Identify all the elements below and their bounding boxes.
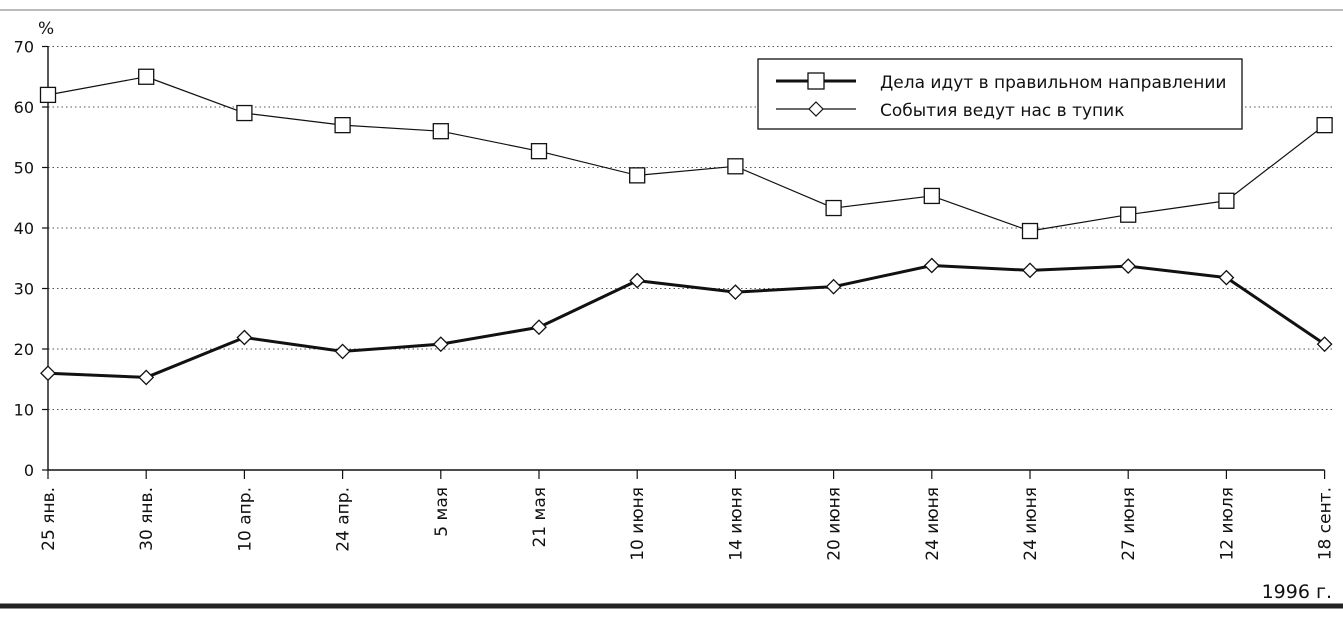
y-tick-label: 70 [14, 38, 34, 57]
data-point-diamond [727, 284, 744, 301]
data-point-diamond [1022, 262, 1038, 279]
data-point-diamond [432, 336, 449, 353]
data-point-diamond [236, 329, 253, 346]
x-tick-label: 12 июля [1217, 487, 1237, 561]
y-axis-ticks: 0 10 20 30 40 50 60 70 [14, 38, 48, 480]
data-point-diamond [334, 343, 351, 360]
data-point-square [1021, 222, 1039, 240]
series-line-1 [47, 76, 1325, 232]
legend: Дела идут в правильном направлении Событ… [757, 58, 1243, 130]
y-tick-label: 0 [24, 461, 34, 480]
x-axis-ticks: 25 янв. 30 янв. 10 апр. 24 апр. 5 мая 21 мая 1… [39, 470, 1336, 561]
data-point-square [727, 158, 744, 175]
series-layer [39, 68, 1333, 386]
y-tick-label: 40 [14, 219, 34, 238]
legend-diamond-marker [808, 101, 824, 117]
data-point-square [334, 117, 351, 134]
x-tick-label: 18 сент. [1316, 487, 1336, 560]
legend-box [757, 58, 1243, 130]
x-tick-label: 20 июня [825, 487, 845, 561]
data-point-square [432, 123, 449, 140]
data-point-diamond [1218, 269, 1235, 286]
x-tick-label: 24 апр. [334, 487, 354, 552]
y-unit-label: % [38, 19, 54, 39]
x-tick-label: 10 июня [628, 487, 648, 561]
data-point-square [39, 86, 57, 104]
data-point-diamond [1316, 336, 1333, 353]
year-note: 1996 г. [1262, 581, 1332, 603]
data-point-square [825, 199, 842, 217]
data-point-square [1316, 117, 1333, 134]
data-point-square [138, 68, 155, 85]
y-tick-label: 30 [14, 280, 34, 299]
legend-square-marker [807, 72, 825, 90]
x-tick-label: 25 янв. [39, 487, 59, 551]
x-tick-label: 10 апр. [235, 487, 255, 552]
legend-label-series-1: Дела идут в правильном направлении [880, 73, 1226, 93]
x-tick-label: 14 июня [726, 487, 746, 561]
y-tick-label: 10 [14, 401, 34, 420]
data-point-diamond [1120, 258, 1137, 275]
data-point-diamond [825, 278, 842, 295]
y-tick-label: 60 [14, 98, 34, 117]
data-point-diamond [531, 319, 547, 336]
legend-label-series-2: События ведут нас в тупик [880, 101, 1124, 121]
x-tick-label: 30 янв. [137, 487, 157, 551]
data-point-diamond [138, 369, 155, 386]
x-tick-label: 24 июня [923, 487, 943, 561]
y-tick-label: 20 [14, 340, 34, 359]
x-tick-label: 27 июня [1119, 487, 1139, 561]
y-tick-label: 50 [14, 159, 34, 178]
x-tick-label: 21 мая [530, 487, 550, 548]
data-point-square [629, 167, 646, 184]
axes [47, 46, 1325, 471]
data-point-diamond [629, 272, 646, 289]
data-point-square [1120, 206, 1137, 223]
data-point-square [236, 104, 253, 122]
data-point-square [530, 143, 548, 160]
x-tick-label: 5 мая [432, 487, 452, 537]
data-point-square [923, 187, 940, 205]
data-point-square [1218, 192, 1235, 209]
x-tick-label: 24 июня [1021, 487, 1041, 561]
series-line-2 [47, 264, 1326, 379]
data-point-diamond [40, 365, 56, 382]
data-point-diamond [923, 257, 940, 274]
